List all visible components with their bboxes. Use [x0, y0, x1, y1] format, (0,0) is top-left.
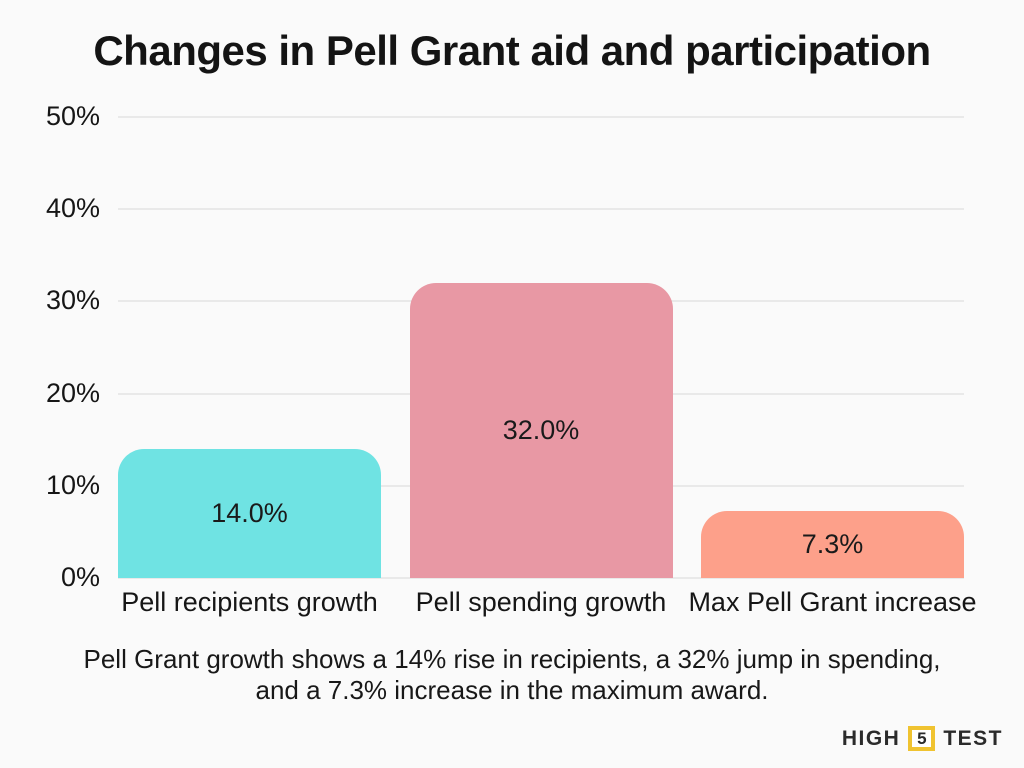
y-axis-tick-label: 40% [45, 193, 100, 224]
gridline [118, 577, 964, 579]
plot-area: 0% 10% 20% 30% 40% 50% 14.0% Pell recipients gr… [46, 101, 977, 617]
x-axis-category-label: Pell spending growth [415, 587, 667, 617]
chart-caption: Pell Grant growth shows a 14% rise in re… [83, 644, 941, 705]
logo-number: 5 [917, 728, 927, 748]
brand-logo: HIGH 5 TEST [842, 726, 1003, 751]
y-axis-tick-label: 50% [45, 100, 100, 131]
chart-title: Changes in Pell Grant aid and participat… [93, 27, 931, 74]
y-axis-tick-label: 0% [60, 561, 100, 592]
y-axis-tick-label: 10% [45, 469, 100, 500]
bar-2: 32.0% [409, 282, 673, 578]
bar-value-label: 7.3% [801, 528, 864, 559]
logo-number-box: 5 [908, 726, 936, 751]
logo-text-high: HIGH [841, 726, 901, 750]
bar-1: 14.0% [118, 448, 381, 578]
gridline [118, 208, 964, 211]
y-axis-tick-label: 20% [45, 377, 100, 408]
y-axis-tick-label: 30% [45, 285, 100, 316]
gridline [118, 116, 964, 118]
bar-value-label: 32.0% [502, 414, 580, 445]
x-axis-category-label: Pell recipients growth [121, 587, 378, 617]
logo-text-test: TEST [943, 726, 1003, 750]
bar-3: 7.3% [701, 510, 964, 578]
x-axis-category-label: Max Pell Grant increase [688, 587, 977, 617]
bar-value-label: 14.0% [211, 497, 288, 528]
